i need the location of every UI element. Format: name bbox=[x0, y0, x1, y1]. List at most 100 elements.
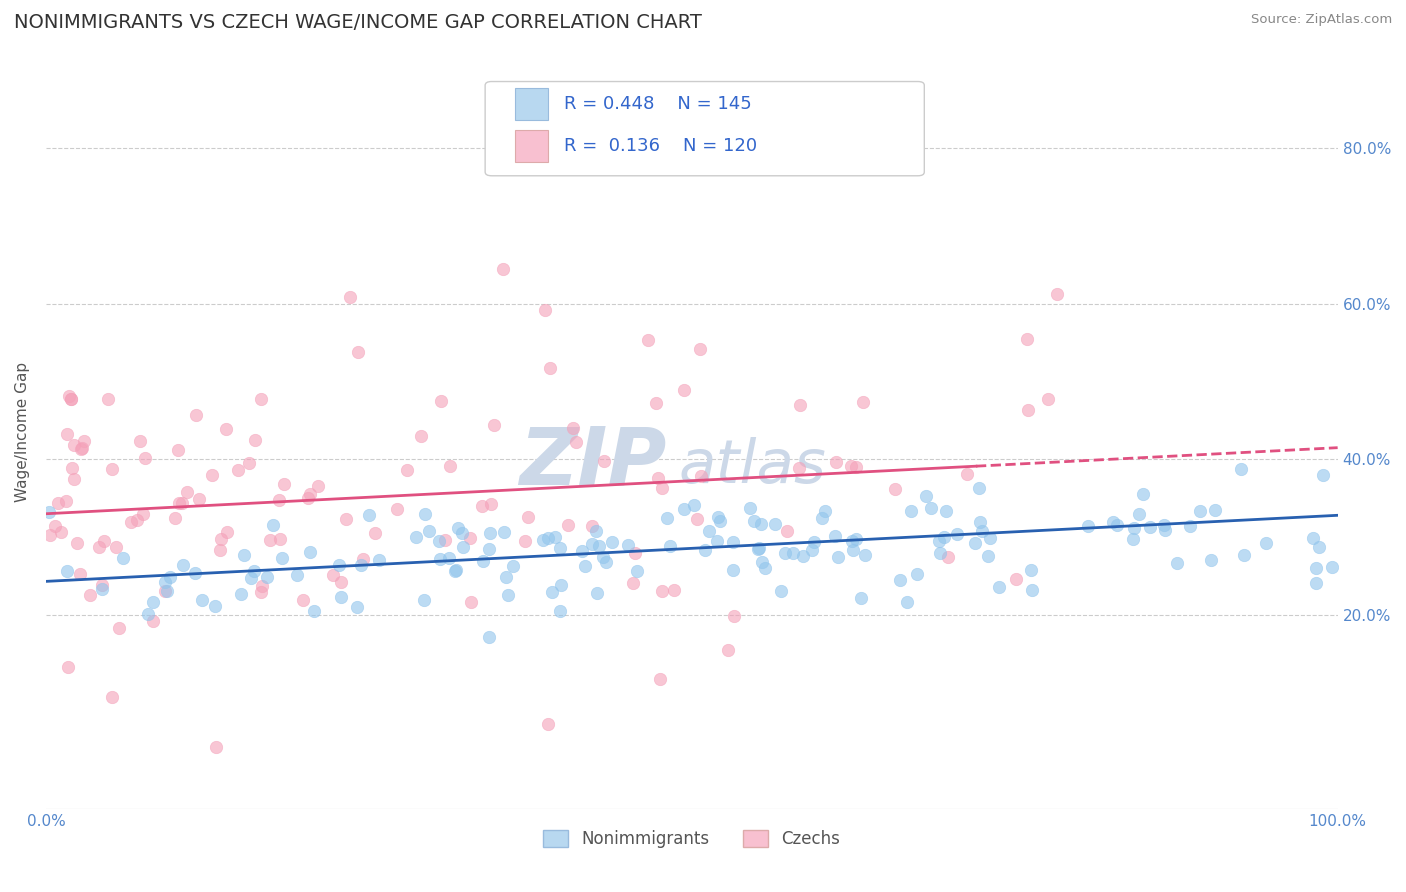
Point bbox=[1154, 523, 1177, 537]
Point bbox=[534, 303, 557, 318]
Point bbox=[706, 534, 728, 549]
Point bbox=[134, 450, 156, 465]
Point bbox=[787, 461, 810, 475]
Point bbox=[269, 532, 291, 546]
Point bbox=[517, 509, 540, 524]
Point bbox=[988, 580, 1011, 594]
Point bbox=[91, 582, 114, 597]
Point bbox=[243, 433, 266, 447]
Point bbox=[689, 342, 711, 356]
Point bbox=[979, 531, 1001, 545]
Point bbox=[307, 478, 329, 492]
Point bbox=[658, 539, 681, 553]
Point bbox=[201, 468, 224, 483]
Point bbox=[1105, 518, 1128, 533]
Point bbox=[165, 511, 187, 525]
Point bbox=[1128, 507, 1150, 521]
Point bbox=[690, 469, 713, 483]
Point bbox=[142, 595, 165, 609]
Point bbox=[430, 393, 453, 408]
Point bbox=[565, 434, 588, 449]
Point bbox=[624, 546, 647, 560]
Point bbox=[936, 550, 959, 565]
Point bbox=[240, 571, 263, 585]
Point bbox=[801, 542, 824, 557]
Point bbox=[749, 517, 772, 532]
Point bbox=[721, 563, 744, 577]
Point bbox=[429, 551, 451, 566]
Point bbox=[1019, 563, 1042, 577]
Point bbox=[1308, 540, 1330, 554]
Point bbox=[205, 739, 228, 754]
FancyBboxPatch shape bbox=[515, 88, 548, 120]
Point bbox=[292, 592, 315, 607]
Point bbox=[845, 532, 868, 546]
Text: ZIP: ZIP bbox=[519, 424, 666, 501]
Point bbox=[328, 558, 350, 572]
Point bbox=[367, 553, 389, 567]
Point bbox=[1153, 518, 1175, 533]
Point bbox=[418, 524, 440, 538]
Point bbox=[427, 534, 450, 549]
Point bbox=[252, 579, 274, 593]
Point bbox=[928, 534, 950, 549]
Point bbox=[231, 587, 253, 601]
Point bbox=[544, 530, 567, 544]
Point bbox=[60, 392, 83, 406]
Point bbox=[626, 564, 648, 578]
Point bbox=[72, 434, 94, 448]
Point bbox=[347, 344, 370, 359]
Point bbox=[754, 561, 776, 575]
Point bbox=[97, 392, 120, 407]
Point bbox=[548, 605, 571, 619]
Point bbox=[127, 513, 149, 527]
Point bbox=[101, 461, 124, 475]
Point bbox=[59, 392, 82, 406]
Legend: Nonimmigrants, Czechs: Nonimmigrants, Czechs bbox=[537, 823, 846, 855]
Point bbox=[256, 570, 278, 584]
FancyBboxPatch shape bbox=[485, 81, 924, 176]
Point bbox=[1132, 487, 1154, 501]
Point bbox=[215, 525, 238, 540]
Point bbox=[617, 538, 640, 552]
FancyBboxPatch shape bbox=[515, 130, 548, 161]
Point bbox=[967, 481, 990, 495]
Point bbox=[46, 496, 69, 510]
Point bbox=[120, 515, 142, 529]
Text: atlas: atlas bbox=[679, 436, 827, 496]
Point bbox=[191, 593, 214, 607]
Point bbox=[451, 540, 474, 554]
Point bbox=[697, 524, 720, 538]
Point bbox=[359, 508, 381, 523]
Point bbox=[1077, 518, 1099, 533]
Point bbox=[789, 398, 811, 412]
Point bbox=[329, 590, 352, 604]
Point bbox=[742, 514, 765, 528]
Point bbox=[662, 582, 685, 597]
Point bbox=[965, 536, 987, 550]
Point bbox=[956, 467, 979, 482]
Point bbox=[825, 455, 848, 469]
Text: R =  0.136    N = 120: R = 0.136 N = 120 bbox=[564, 136, 756, 155]
Point bbox=[1017, 403, 1039, 417]
Point bbox=[970, 524, 993, 538]
Point bbox=[531, 533, 554, 547]
Point bbox=[495, 569, 517, 583]
Point bbox=[176, 484, 198, 499]
Point bbox=[969, 516, 991, 530]
Point bbox=[170, 496, 193, 510]
Point bbox=[717, 643, 740, 657]
Point bbox=[346, 599, 368, 614]
Point bbox=[803, 535, 825, 549]
Point bbox=[66, 536, 89, 550]
Point bbox=[683, 498, 706, 512]
Point bbox=[585, 586, 607, 600]
Point bbox=[581, 519, 603, 533]
Point bbox=[672, 384, 695, 398]
Point bbox=[502, 558, 524, 573]
Point bbox=[91, 578, 114, 592]
Point bbox=[574, 559, 596, 574]
Point bbox=[159, 569, 181, 583]
Point bbox=[709, 514, 731, 528]
Point bbox=[63, 438, 86, 452]
